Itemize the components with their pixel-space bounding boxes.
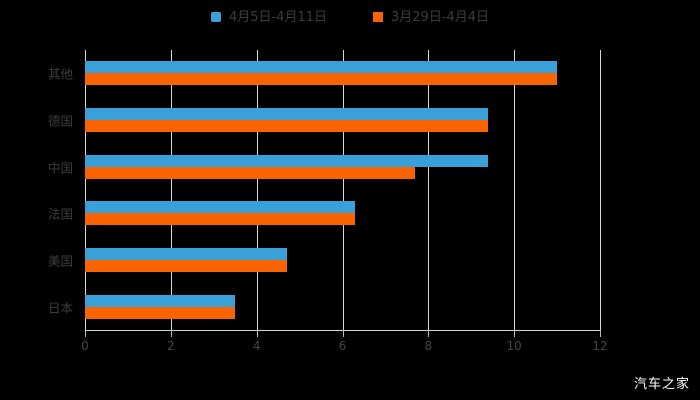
y-axis-category-label: 法国	[47, 206, 73, 222]
bar[interactable]	[85, 73, 558, 86]
y-axis-category-label: 中国	[47, 160, 73, 176]
legend-swatch-icon-series-1	[210, 12, 221, 22]
x-axis-tick-label: 6	[338, 339, 347, 353]
x-axis-tick	[85, 330, 86, 337]
legend-swatch-icon-series-2	[373, 12, 383, 22]
legend-item-series-1[interactable]: 4月5日-4月11日	[210, 9, 327, 25]
x-axis-tick-label: 12	[592, 339, 608, 353]
gridline	[342, 50, 344, 330]
x-axis-tick-label: 8	[424, 339, 433, 353]
legend-label-series-1: 4月5日-4月11日	[228, 9, 327, 25]
bar[interactable]	[85, 294, 236, 307]
bar[interactable]	[85, 306, 236, 319]
gridline	[170, 50, 172, 330]
x-axis-tick	[256, 330, 258, 337]
x-axis-tick-label: 0	[81, 339, 89, 353]
bar[interactable]	[85, 248, 287, 260]
gridline	[600, 50, 601, 330]
y-axis-category-label: 德国	[47, 113, 73, 129]
legend-item-series-2[interactable]: 3月29日-4月4日	[373, 11, 489, 24]
chart-legend: 4月5日-4月11日 3月29日-4月4日	[0, 6, 700, 28]
gridline	[85, 50, 86, 330]
bar[interactable]	[85, 61, 558, 74]
bar[interactable]	[85, 166, 416, 179]
plot-area: 0 2 4 6 8 10 12 其他德国中国法国美国日本	[48, 50, 608, 353]
bar[interactable]	[85, 260, 287, 272]
x-axis-tick	[170, 330, 172, 337]
x-axis-tick-label: 10	[506, 339, 522, 353]
bar[interactable]	[85, 108, 489, 120]
y-axis-category-label: 日本	[47, 300, 73, 316]
bar[interactable]	[85, 213, 356, 226]
y-axis-category-label: 其他	[47, 66, 73, 82]
watermark: 汽车之家	[633, 377, 690, 392]
x-axis-tick-label: 4	[252, 339, 261, 353]
bar[interactable]	[85, 154, 489, 167]
x-axis-tick	[514, 330, 516, 337]
gridline	[256, 50, 258, 330]
y-axis-category-label: 美国	[47, 253, 73, 269]
legend-label-series-2: 3月29日-4月4日	[391, 9, 490, 25]
x-axis-tick	[428, 330, 430, 337]
x-axis-tick	[342, 330, 344, 337]
bar[interactable]	[85, 120, 489, 132]
x-axis-tick	[600, 330, 601, 337]
bar[interactable]	[85, 201, 356, 214]
gridline	[428, 50, 430, 330]
x-axis-tick-label: 2	[167, 339, 175, 353]
gridline	[514, 50, 516, 330]
